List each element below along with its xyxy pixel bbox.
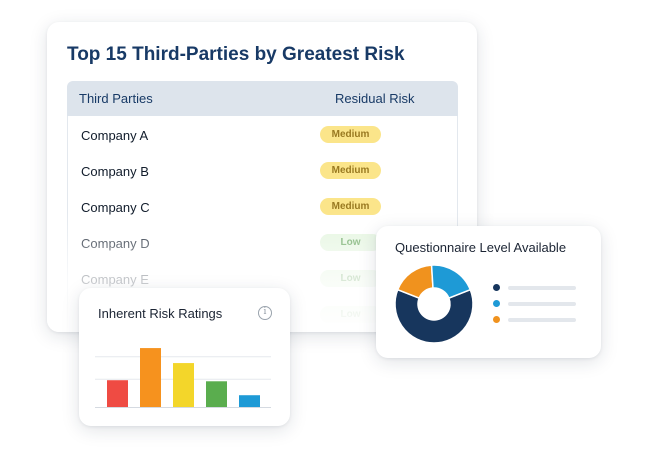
legend-dot	[493, 300, 500, 307]
bar	[206, 381, 227, 407]
bar	[173, 363, 194, 407]
table-row[interactable]: Company C Medium	[68, 189, 457, 225]
donut-slice	[394, 288, 474, 344]
company-name: Company C	[81, 200, 150, 215]
column-header-third-parties[interactable]: Third Parties	[79, 91, 153, 106]
legend-item	[493, 284, 583, 292]
legend-item	[493, 300, 583, 308]
company-name: Company A	[81, 128, 149, 143]
info-icon[interactable]: i	[258, 306, 272, 320]
company-name: Company E	[81, 272, 149, 287]
bar	[107, 380, 128, 407]
bar	[239, 395, 260, 407]
company-name: Company D	[81, 236, 150, 251]
table-row[interactable]: Company B Medium	[68, 153, 457, 189]
table-row[interactable]: Company A Medium	[68, 117, 457, 153]
legend-placeholder-line	[508, 302, 576, 306]
legend-placeholder-line	[508, 286, 576, 290]
risk-table-title: Top 15 Third-Parties by Greatest Risk	[67, 44, 405, 65]
donut-slice	[430, 264, 472, 300]
questionnaire-card: Questionnaire Level Available	[376, 226, 601, 358]
inherent-risk-bar-chart	[95, 348, 271, 408]
legend-placeholder-line	[508, 318, 576, 322]
column-header-residual-risk[interactable]: Residual Risk	[335, 91, 415, 106]
risk-badge: Low	[320, 306, 381, 323]
questionnaire-donut-chart	[394, 264, 474, 344]
legend-dot	[493, 316, 500, 323]
questionnaire-title: Questionnaire Level Available	[395, 240, 567, 255]
risk-badge: Medium	[320, 162, 381, 179]
risk-badge: Low	[320, 234, 381, 251]
legend-dot	[493, 284, 500, 291]
risk-badge: Low	[320, 270, 381, 287]
risk-badge: Medium	[320, 126, 381, 143]
bar	[140, 348, 161, 407]
legend-item	[493, 316, 583, 324]
inherent-risk-title: Inherent Risk Ratings	[98, 306, 223, 321]
inherent-risk-card: Inherent Risk Ratings i	[79, 288, 290, 426]
company-name: Company B	[81, 164, 149, 179]
risk-badge: Medium	[320, 198, 381, 215]
table-header: Third Parties Residual Risk	[67, 81, 458, 116]
